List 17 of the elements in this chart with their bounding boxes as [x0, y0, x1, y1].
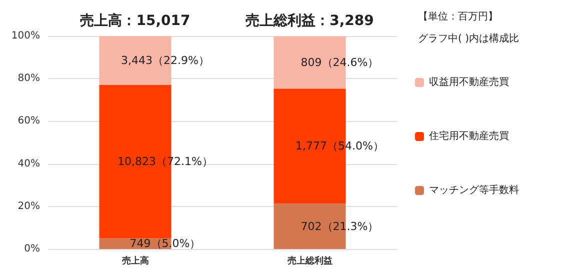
legend-label: マッチング等手数料 [429, 184, 519, 196]
x-tick-label: 売上総利益 [287, 256, 332, 266]
y-tick-label: 80% [18, 73, 40, 84]
y-tick-label: 20% [18, 200, 40, 212]
text: 【単位：百万円】 [418, 10, 498, 22]
y-tick-label: 60% [18, 116, 40, 127]
legend-label: 収益用不動産売買 [429, 76, 509, 88]
text: グラフ中( )内は構成比 [418, 32, 519, 44]
y-tick-label: 100% [11, 30, 40, 42]
y-tick-label: 0% [24, 244, 40, 254]
data-label: 3,443（22.9%） [121, 54, 210, 67]
annotation: 売上総利益：3,289 [246, 13, 374, 29]
annotation: 売上高：15,017 [80, 12, 190, 29]
legend-label: 住宅用不動産売買 [429, 130, 509, 142]
data-label: 809（24.6%） [300, 56, 379, 69]
y-tick-label: 40% [18, 158, 40, 170]
x-tick-label: 売上高 [122, 256, 149, 266]
